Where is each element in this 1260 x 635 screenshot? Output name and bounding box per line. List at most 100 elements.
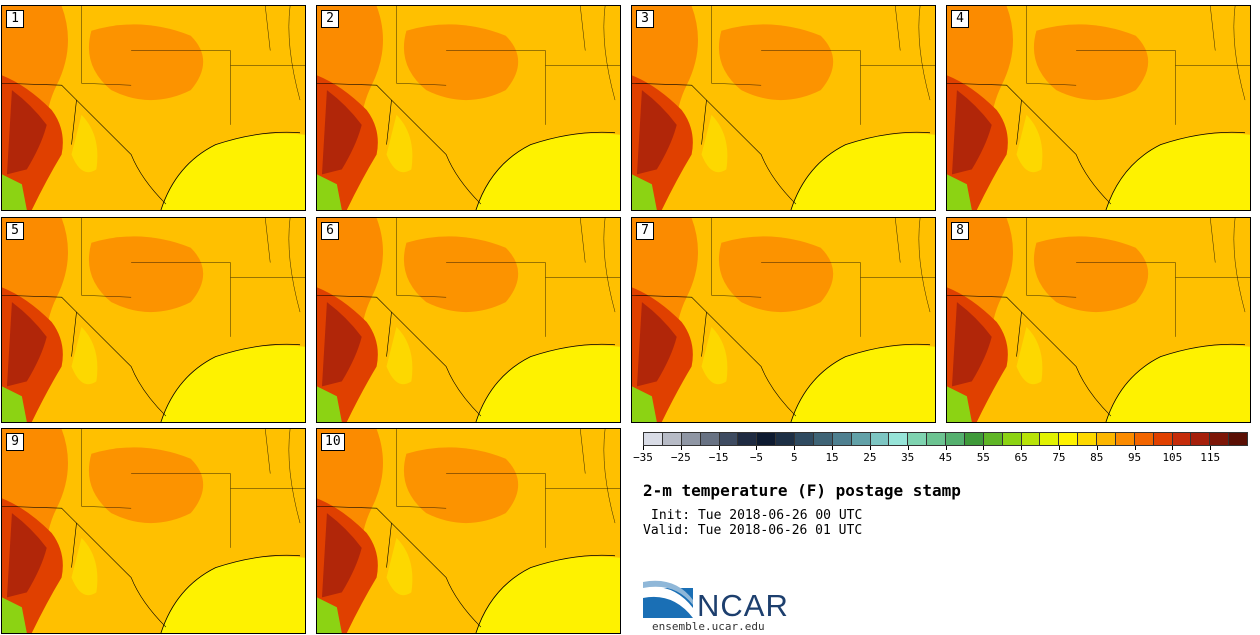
colorbar-tick-label: −35 <box>633 451 653 464</box>
colorbar-swatch <box>699 432 719 446</box>
colorbar-swatch <box>831 432 851 446</box>
colorbar-swatch <box>1096 432 1115 446</box>
colorbar-tick <box>718 446 720 450</box>
stamp-number: 7 <box>636 222 654 240</box>
colorbar-swatch <box>775 432 794 446</box>
stamp-number: 10 <box>321 433 345 451</box>
chart-title: 2-m temperature (F) postage stamp <box>643 481 961 500</box>
stamp-panel: 3 <box>631 5 936 211</box>
temperature-map <box>2 6 305 210</box>
stamp-panel: 5 <box>1 217 306 423</box>
stamp-panel: 7 <box>631 217 936 423</box>
stamp-panel: 4 <box>946 5 1251 211</box>
colorbar-tick <box>1096 446 1098 450</box>
logo-text: NCAR <box>697 588 789 623</box>
colorbar-tick-label: 105 <box>1162 451 1183 464</box>
colorbar-tick <box>756 446 758 450</box>
colorbar-tick <box>1058 446 1060 450</box>
stamp-panel: 8 <box>946 217 1251 423</box>
colorbar-tick-label: 5 <box>790 451 798 464</box>
colorbar-tick <box>907 446 909 450</box>
stamp-number: 3 <box>636 10 654 28</box>
colorbar-swatch <box>718 432 738 446</box>
colorbar-tick-label: −5 <box>749 451 764 464</box>
stamp-panel: 6 <box>316 217 621 423</box>
colorbar-swatch <box>661 432 681 446</box>
init-time: Init: Tue 2018-06-26 00 UTC <box>651 508 863 523</box>
colorbar-swatch <box>1190 432 1210 446</box>
colorbar-swatch <box>643 432 662 446</box>
colorbar-tick-label: −25 <box>670 451 691 464</box>
colorbar-tick <box>983 446 985 450</box>
colorbar-tick-label: 25 <box>863 451 877 464</box>
temperature-map <box>632 6 935 210</box>
colorbar-tick <box>680 446 682 450</box>
stamp-number: 5 <box>6 222 24 240</box>
website-url: ensemble.ucar.edu <box>652 620 765 633</box>
colorbar-tick <box>1021 446 1023 450</box>
colorbar-swatch <box>1058 432 1078 446</box>
colorbar-tick-label: 75 <box>1052 451 1066 464</box>
colorbar-tick-label: 115 <box>1200 451 1221 464</box>
temperature-map <box>632 218 935 422</box>
colorbar-swatch <box>1039 432 1059 446</box>
colorbar-swatch <box>982 432 1002 446</box>
time-info: Init: Tue 2018-06-26 00 UTC Valid: Tue 2… <box>643 508 862 538</box>
stamp-number: 6 <box>321 222 339 240</box>
stamp-panel: 1 <box>1 5 306 211</box>
colorbar-swatch <box>794 432 813 446</box>
colorbar-swatch <box>907 432 927 446</box>
colorbar-tick-label: 65 <box>1014 451 1028 464</box>
colorbar-swatch <box>756 432 776 446</box>
colorbar-tick-label: 35 <box>901 451 915 464</box>
colorbar-tick <box>869 446 871 450</box>
valid-time: Valid: Tue 2018-06-26 01 UTC <box>643 523 863 538</box>
colorbar-swatch <box>888 432 908 446</box>
colorbar-swatch <box>1133 432 1153 446</box>
temperature-map <box>317 429 620 633</box>
stamp-number: 9 <box>6 433 24 451</box>
stamp-number: 1 <box>6 10 24 28</box>
colorbar-ticks: −35 −25 −15 −5 5 15 25 35 45 55 65 75 85 95 105 115 <box>633 446 1248 470</box>
colorbar-tick-label: −15 <box>708 451 729 464</box>
colorbar-swatch <box>680 432 700 446</box>
colorbar-tick <box>643 446 644 450</box>
colorbar-tick-label: 15 <box>825 451 839 464</box>
stamp-panel: 10 <box>316 428 621 634</box>
colorbar-tick <box>1134 446 1136 450</box>
colorbar <box>643 432 1248 446</box>
colorbar-swatch <box>926 432 945 446</box>
stamp-number: 2 <box>321 10 339 28</box>
temperature-map <box>947 218 1250 422</box>
colorbar-tick-label: 85 <box>1090 451 1104 464</box>
ncar-logo-icon <box>643 580 693 618</box>
colorbar-swatch <box>1077 432 1096 446</box>
colorbar-swatch <box>1001 432 1021 446</box>
colorbar-swatch <box>1114 432 1134 446</box>
temperature-map <box>947 6 1250 210</box>
colorbar-swatch <box>869 432 889 446</box>
colorbar-swatch <box>1228 432 1248 446</box>
colorbar-swatch <box>1209 432 1229 446</box>
stamp-number: 8 <box>951 222 969 240</box>
temperature-map <box>2 429 305 633</box>
temperature-map <box>2 218 305 422</box>
stamp-panel: 2 <box>316 5 621 211</box>
colorbar-tick <box>1210 446 1212 450</box>
colorbar-swatch <box>1171 432 1191 446</box>
temperature-map <box>317 218 620 422</box>
colorbar-swatch <box>737 432 757 446</box>
stamp-panel: 9 <box>1 428 306 634</box>
colorbar-swatch <box>963 432 983 446</box>
colorbar-tick <box>1172 446 1174 450</box>
colorbar-swatch <box>1020 432 1040 446</box>
colorbar-tick-label: 45 <box>938 451 953 464</box>
colorbar-swatch <box>812 432 832 446</box>
colorbar-tick <box>832 446 834 450</box>
colorbar-tick <box>794 446 796 450</box>
colorbar-tick <box>945 446 947 450</box>
stamp-number: 4 <box>951 10 969 28</box>
colorbar-tick-label: 95 <box>1127 451 1142 464</box>
temperature-map <box>317 6 620 210</box>
colorbar-swatch <box>1152 432 1172 446</box>
